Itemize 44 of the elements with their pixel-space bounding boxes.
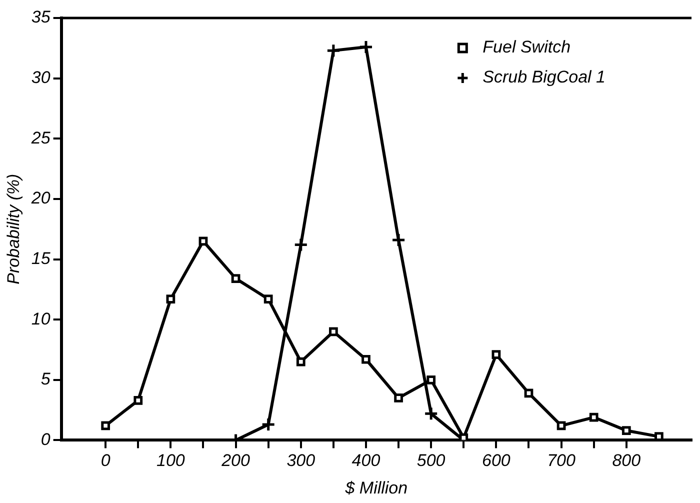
- point: [326, 43, 341, 58]
- x-tick-label: 400: [352, 451, 381, 470]
- x-tick-label: 100: [156, 451, 186, 470]
- point: [622, 426, 631, 435]
- point: [524, 388, 534, 398]
- legend-label: Scrub BigCoal 1: [482, 68, 606, 87]
- point: [264, 294, 273, 304]
- point: [166, 294, 176, 304]
- x-tick-label: 0: [100, 451, 111, 470]
- point: [198, 236, 208, 246]
- point: [394, 394, 403, 402]
- point: [424, 406, 438, 421]
- y-tick-label: 35: [31, 8, 51, 27]
- x-axis-title: $ Million: [344, 478, 408, 498]
- y-tick-label: 20: [30, 188, 51, 208]
- point: [556, 421, 566, 430]
- point: [134, 396, 143, 405]
- point: [459, 433, 468, 440]
- point: [231, 274, 240, 283]
- point: [362, 354, 370, 364]
- point: [589, 412, 598, 422]
- x-tick-label: 800: [612, 451, 642, 470]
- point: [101, 421, 110, 430]
- point: [426, 375, 436, 384]
- point: [492, 350, 501, 359]
- x-tick-label: 600: [482, 451, 511, 470]
- x-tick-label: 200: [220, 451, 251, 470]
- y-tick-label: 5: [40, 370, 51, 389]
- y-axis-title: Probability (%): [4, 174, 23, 284]
- x-tick-label: 700: [547, 451, 576, 470]
- point: [261, 417, 276, 432]
- y-tick-label: 15: [31, 248, 51, 268]
- point: [329, 327, 338, 336]
- y-tick-label: 25: [30, 128, 51, 148]
- point: [358, 40, 374, 54]
- y-tick-label: 30: [31, 68, 51, 88]
- point: [294, 238, 308, 252]
- x-tick-label: 300: [286, 451, 316, 470]
- point: [391, 232, 406, 248]
- y-tick-label: 10: [31, 309, 51, 328]
- point: [296, 357, 306, 366]
- legend-label: Fuel Switch: [482, 38, 571, 57]
- y-tick-label: 0: [40, 430, 51, 449]
- x-tick-label: 500: [416, 451, 446, 470]
